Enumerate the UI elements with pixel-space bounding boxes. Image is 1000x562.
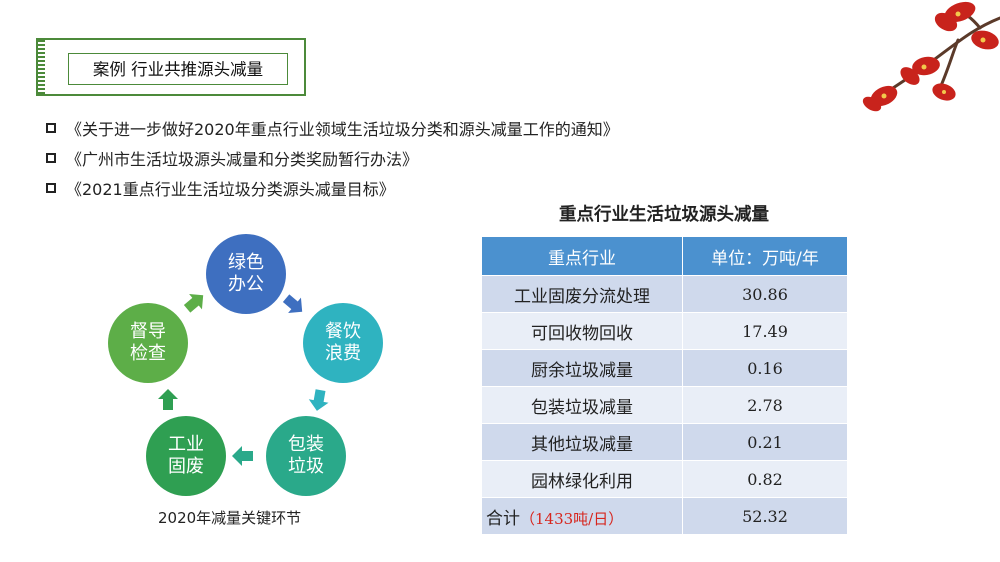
column-header-industry: 重点行业: [481, 236, 683, 276]
list-item: 《广州市生活垃圾源头减量和分类奖励暂行办法》: [46, 143, 619, 173]
table-row: 可回收物回收 17.49: [481, 312, 848, 350]
cycle-node-industrial: 工业 固废: [146, 416, 226, 496]
list-item-text: 《关于进一步做好2020年重点行业领域生活垃圾分类和源头减量工作的通知》: [66, 120, 619, 139]
square-bullet-icon: [46, 123, 56, 133]
table-cell-value: 0.21: [682, 423, 848, 461]
reduction-table: 重点行业 单位：万吨/年 工业固废分流处理 30.86 可回收物回收 17.49…: [481, 236, 848, 535]
cycle-arrow-icon: [158, 389, 178, 410]
title-stripe-decoration: [38, 40, 45, 94]
table-total-row: 合计（1433吨/日） 52.32: [481, 497, 848, 535]
column-header-unit: 单位：万吨/年: [682, 236, 848, 276]
square-bullet-icon: [46, 183, 56, 193]
cycle-node-inspection: 督导 检查: [108, 303, 188, 383]
cycle-arrow-icon: [232, 446, 253, 466]
table-cell-value: 0.82: [682, 460, 848, 498]
list-item: 《关于进一步做好2020年重点行业领域生活垃圾分类和源头减量工作的通知》: [46, 113, 619, 143]
page-title: 案例 行业共推源头减量: [92, 60, 264, 79]
cycle-node-food-waste: 餐饮 浪费: [303, 303, 383, 383]
total-label: 合计: [486, 508, 520, 529]
cycle-node-green-office: 绿色 办公: [206, 234, 286, 314]
cycle-node-packaging: 包装 垃圾: [266, 416, 346, 496]
diagram-caption: 2020年减量关键环节: [158, 509, 302, 527]
list-item-text: 《2021重点行业生活垃圾分类源头减量目标》: [66, 180, 395, 199]
table-cell-value: 0.16: [682, 349, 848, 387]
table-row: 工业固废分流处理 30.86: [481, 275, 848, 313]
table-row: 厨余垃圾减量 0.16: [481, 349, 848, 387]
title-inner-box: 案例 行业共推源头减量: [68, 53, 288, 85]
table-row: 包装垃圾减量 2.78: [481, 386, 848, 424]
table-header-row: 重点行业 单位：万吨/年: [481, 236, 848, 276]
table-cell-industry: 厨余垃圾减量: [481, 349, 683, 387]
list-item: 《2021重点行业生活垃圾分类源头减量目标》: [46, 173, 619, 203]
total-note: （1433吨/日）: [520, 509, 624, 528]
table-cell-industry: 包装垃圾减量: [481, 386, 683, 424]
cycle-arrow-icon: [282, 294, 303, 313]
flower-decoration-icon: [862, 1, 1000, 112]
table-row: 园林绿化利用 0.82: [481, 460, 848, 498]
table-title: 重点行业生活垃圾源头减量: [559, 205, 769, 225]
table-cell-industry: 其他垃圾减量: [481, 423, 683, 461]
cycle-arrow-icon: [183, 294, 204, 313]
table-total-value: 52.32: [682, 497, 848, 535]
table-cell-value: 30.86: [682, 275, 848, 313]
square-bullet-icon: [46, 153, 56, 163]
table-cell-industry: 可回收物回收: [481, 312, 683, 350]
table-total-label-cell: 合计（1433吨/日）: [481, 497, 683, 535]
title-banner: 案例 行业共推源头减量: [36, 38, 306, 96]
cycle-arrow-icon: [308, 389, 329, 411]
list-item-text: 《广州市生活垃圾源头减量和分类奖励暂行办法》: [66, 150, 419, 169]
reduction-cycle-diagram: 绿色 办公 餐饮 浪费 包装 垃圾 工业 固废 督导 检查: [100, 222, 383, 512]
table-cell-value: 2.78: [682, 386, 848, 424]
cycle-arrows: [158, 294, 329, 466]
table-row: 其他垃圾减量 0.21: [481, 423, 848, 461]
table-cell-industry: 工业固废分流处理: [481, 275, 683, 313]
table-cell-industry: 园林绿化利用: [481, 460, 683, 498]
table-cell-value: 17.49: [682, 312, 848, 350]
title-frame: 案例 行业共推源头减量: [36, 38, 306, 96]
policy-list: 《关于进一步做好2020年重点行业领域生活垃圾分类和源头减量工作的通知》 《广州…: [46, 113, 619, 203]
